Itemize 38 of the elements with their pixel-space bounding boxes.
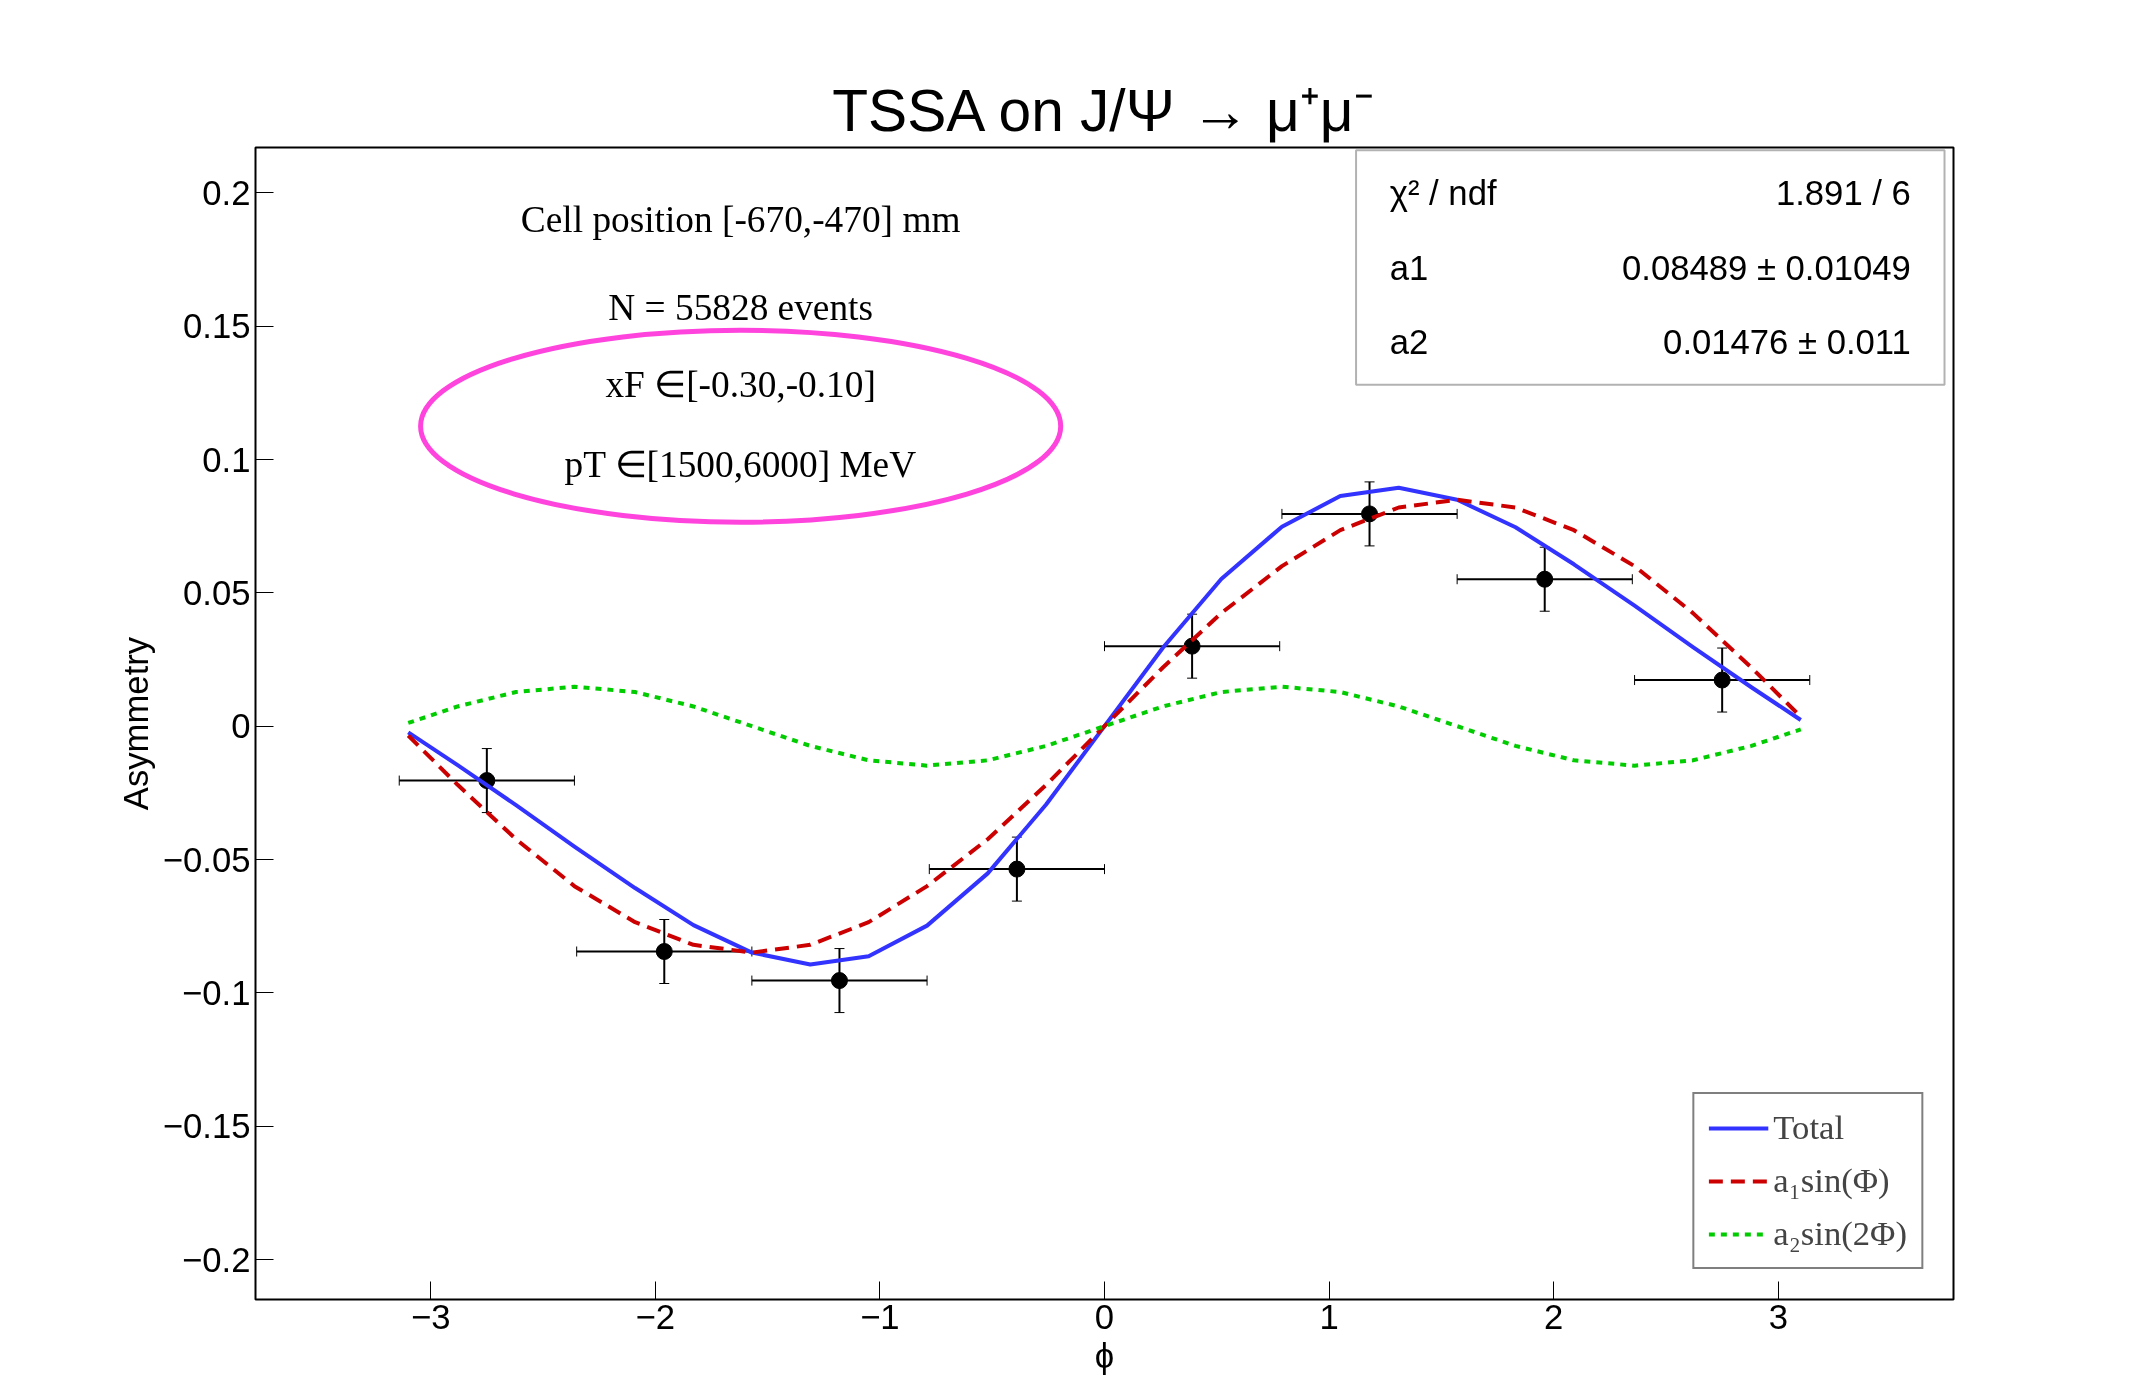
y-tick-label: −0.15 xyxy=(162,1107,251,1146)
legend-label: Total xyxy=(1773,1108,1845,1147)
y-tick-label: 0.15 xyxy=(183,307,251,346)
y-tick-label: 0.2 xyxy=(202,173,251,212)
x-tick-label: 2 xyxy=(1544,1297,1564,1336)
annotation: 0.08489 ± 0.01049 xyxy=(1622,248,1911,287)
x-tick-label: −1 xyxy=(860,1297,900,1336)
legend-label: a₂sin(2Φ) xyxy=(1773,1214,1907,1253)
x-tick-label: 1 xyxy=(1319,1297,1339,1336)
annotation: 1.891 / 6 xyxy=(1775,173,1911,212)
annotation: pT ∈[1500,6000] MeV xyxy=(564,444,917,486)
y-axis-title: Asymmetry xyxy=(116,636,155,811)
annotation: χ² / ndf xyxy=(1389,173,1497,212)
line-series xyxy=(406,684,1803,768)
annotation: Cell position [-670,-470] mm xyxy=(520,199,961,240)
x-tick-label: −2 xyxy=(635,1297,676,1336)
point xyxy=(830,972,848,990)
annotation: a1 xyxy=(1389,248,1429,287)
y-tick-label: −0.1 xyxy=(182,973,251,1012)
y-tick-label: 0 xyxy=(231,707,251,746)
point xyxy=(1713,671,1731,689)
y-tick-label: −0.2 xyxy=(182,1240,251,1279)
x-tick-label: 0 xyxy=(1094,1297,1115,1336)
point xyxy=(1536,570,1554,588)
annotation: N = 55828 events xyxy=(608,287,873,328)
x-tick-label: 3 xyxy=(1768,1297,1788,1336)
x-tick-label: −3 xyxy=(410,1297,451,1336)
y-tick-label: 0.1 xyxy=(202,440,251,479)
annotation: a2 xyxy=(1389,323,1429,362)
annotation: xF ∈[-0.30,-0.10] xyxy=(605,364,876,406)
legend-label: a₁sin(Φ) xyxy=(1773,1161,1890,1200)
y-tick-label: −0.05 xyxy=(162,840,251,879)
point xyxy=(1008,860,1026,878)
x-axis-title: ϕ xyxy=(1094,1336,1115,1375)
annotation: 0.01476 ± 0.011 xyxy=(1663,323,1911,362)
y-tick-label: 0.05 xyxy=(183,573,251,612)
point xyxy=(655,943,673,960)
chart-title: TSSA on J/Ψ → μ⁺μ⁻ xyxy=(832,77,1374,143)
